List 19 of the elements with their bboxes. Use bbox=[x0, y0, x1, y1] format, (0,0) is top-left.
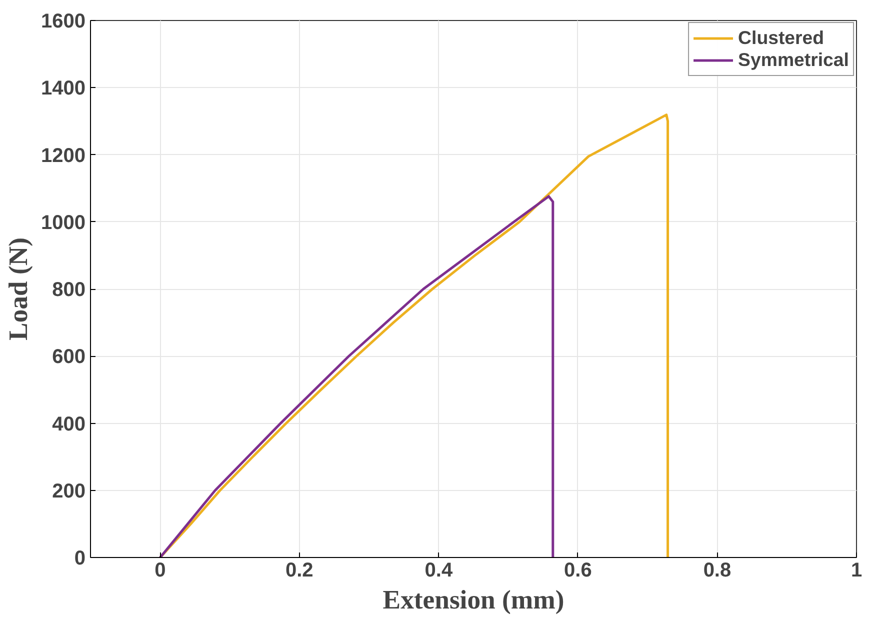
y-tick-label: 1600 bbox=[41, 10, 86, 32]
x-tick-label: 0 bbox=[154, 560, 166, 582]
x-axis-title: Extension (mm) bbox=[382, 584, 564, 614]
y-tick-label: 600 bbox=[52, 346, 86, 368]
legend-label: Symmetrical bbox=[738, 49, 849, 71]
y-tick-label: 1200 bbox=[41, 144, 86, 167]
x-tick-label: 1 bbox=[850, 560, 862, 582]
y-tick-label: 1400 bbox=[41, 78, 86, 100]
x-tick-label: 0.6 bbox=[564, 560, 592, 582]
y-tick-label: 400 bbox=[52, 413, 86, 436]
y-tick-label: 1000 bbox=[41, 212, 86, 234]
x-tick-label: 0.4 bbox=[424, 560, 454, 582]
y-tick-label: 800 bbox=[52, 279, 86, 301]
y-axis-title: Load (N) bbox=[3, 238, 34, 340]
line-series bbox=[158, 195, 554, 558]
x-tick-label: 0.8 bbox=[703, 560, 732, 582]
legend-label: Clustered bbox=[738, 27, 824, 49]
y-tick-label: 200 bbox=[52, 480, 86, 502]
x-tick-label: 0.2 bbox=[286, 560, 314, 582]
